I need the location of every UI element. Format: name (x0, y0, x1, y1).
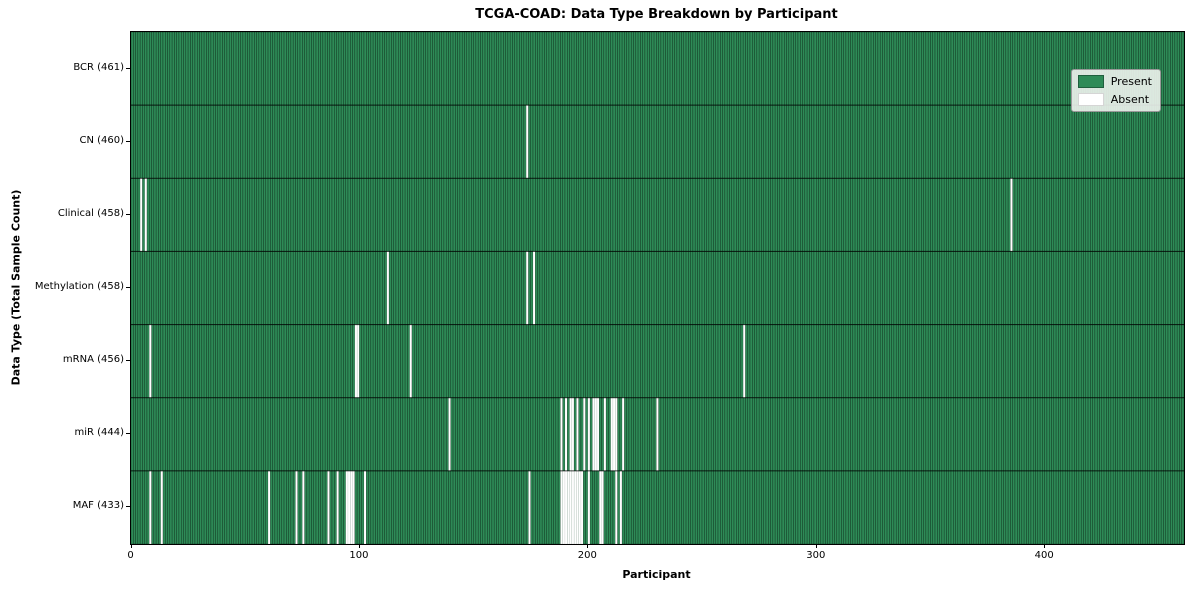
y-tick-label-mrna: mRNA (456) (62, 354, 124, 366)
x-tick-mark (587, 544, 589, 548)
present-swatch-icon (1077, 75, 1104, 88)
legend-label-present: Present (1110, 75, 1152, 88)
y-tick-label-cn: CN (460) (79, 134, 124, 146)
x-tick-label-100: 100 (349, 550, 369, 561)
legend-item-present: Present (1077, 75, 1152, 88)
chart-title: TCGA-COAD: Data Type Breakdown by Partic… (475, 7, 838, 22)
legend: Present Absent (1070, 69, 1161, 112)
x-axis-label: Participant (622, 568, 691, 581)
plot-area: Present Absent (130, 31, 1185, 545)
y-tick-label-bcr: BCR (461) (73, 61, 124, 73)
y-tick-mark (126, 213, 131, 215)
availability-matrix (131, 32, 1184, 544)
y-tick-mark (126, 287, 131, 288)
legend-label-absent: Absent (1110, 93, 1150, 106)
y-tick-label-mir: miR (444) (74, 427, 124, 439)
legend-item-absent: Absent (1077, 93, 1152, 106)
x-tick-label-300: 300 (806, 550, 826, 561)
y-tick-mark (126, 360, 131, 362)
y-tick-label-methylation: Methylation (458) (34, 281, 124, 292)
x-tick-mark (815, 544, 817, 548)
x-tick-mark (1044, 544, 1046, 548)
y-tick-label-clinical: Clinical (458) (57, 207, 124, 219)
y-tick-label-maf: MAF (433) (72, 500, 124, 512)
y-tick-mark (126, 67, 131, 69)
x-tick-mark (358, 544, 360, 548)
x-tick-mark (130, 544, 132, 548)
x-tick-label-400: 400 (1034, 550, 1054, 561)
x-tick-label-200: 200 (577, 550, 597, 561)
y-tick-mark (126, 506, 131, 508)
y-tick-mark (126, 433, 131, 435)
x-tick-label-0: 0 (127, 550, 134, 561)
y-tick-mark (126, 140, 131, 142)
absent-swatch-icon (1077, 93, 1104, 106)
